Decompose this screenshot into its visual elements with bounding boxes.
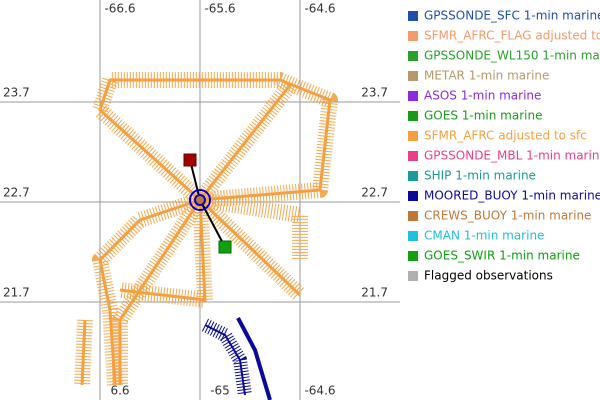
legend-swatch — [408, 31, 418, 41]
bottom-label: 6.6 — [110, 384, 129, 398]
legend-label: METAR 1-min marine — [424, 69, 549, 83]
legend-label: Flagged observations — [424, 269, 553, 283]
legend-background — [400, 0, 600, 400]
legend-label: ASOS 1-min marine — [424, 89, 541, 103]
buoy-barbs — [201, 317, 272, 400]
legend-label: GPSSONDE_WL150 1-min marine — [424, 49, 600, 63]
legend-label: CMAN 1-min marine — [424, 229, 544, 243]
top-label: -64.6 — [304, 2, 335, 16]
left-label: 22.7 — [3, 186, 30, 200]
right-label: 21.7 — [361, 286, 388, 300]
legend-label: MOORED_BUOY 1-min marine — [424, 189, 600, 203]
legend-label: GPSSONDE_MBL 1-min marine — [424, 149, 600, 163]
bottom-label: -64.6 — [304, 384, 335, 398]
legend: GPSSONDE_SFC 1-min marine SFMR_AFRC_FLAG … — [400, 0, 600, 400]
top-label: -65.6 — [204, 2, 235, 16]
wind-tracks — [74, 72, 338, 386]
legend-label: SHIP 1-min marine — [424, 169, 536, 183]
legend-swatch — [408, 211, 418, 221]
bottom-label: -65 — [210, 384, 230, 398]
legend-swatch — [408, 131, 418, 141]
legend-label: SFMR_AFRC adjusted to sfc — [424, 129, 587, 143]
legend-swatch — [408, 111, 418, 121]
right-label: 23.7 — [361, 86, 388, 100]
legend-label: CREWS_BUOY 1-min marine — [424, 209, 591, 223]
right-label: 22.7 — [361, 186, 388, 200]
legend-swatch — [408, 251, 418, 261]
legend-swatch — [408, 151, 418, 161]
left-label: 23.7 — [3, 86, 30, 100]
left-label: 21.7 — [3, 286, 30, 300]
top-label: -66.6 — [104, 2, 135, 16]
legend-swatch — [408, 71, 418, 81]
grid-labels: -66.6 -65.6 -64.6 6.6 -65 -64.6 23.7 22.7 21.7 23… — [3, 2, 388, 398]
legend-swatch — [408, 191, 418, 201]
legend-swatch — [408, 271, 418, 281]
legend-label: GOES 1-min marine — [424, 109, 542, 123]
legend-swatch — [408, 11, 418, 21]
storm-track — [183, 153, 232, 254]
legend-swatch — [408, 231, 418, 241]
legend-label: GOES_SWIR 1-min marine — [424, 249, 580, 263]
legend-label: GPSSONDE_SFC 1-min marine — [424, 9, 600, 23]
legend-swatch — [408, 91, 418, 101]
legend-swatch — [408, 171, 418, 181]
legend-swatch — [408, 51, 418, 61]
legend-label: SFMR_AFRC_FLAG adjusted to — [424, 29, 600, 43]
